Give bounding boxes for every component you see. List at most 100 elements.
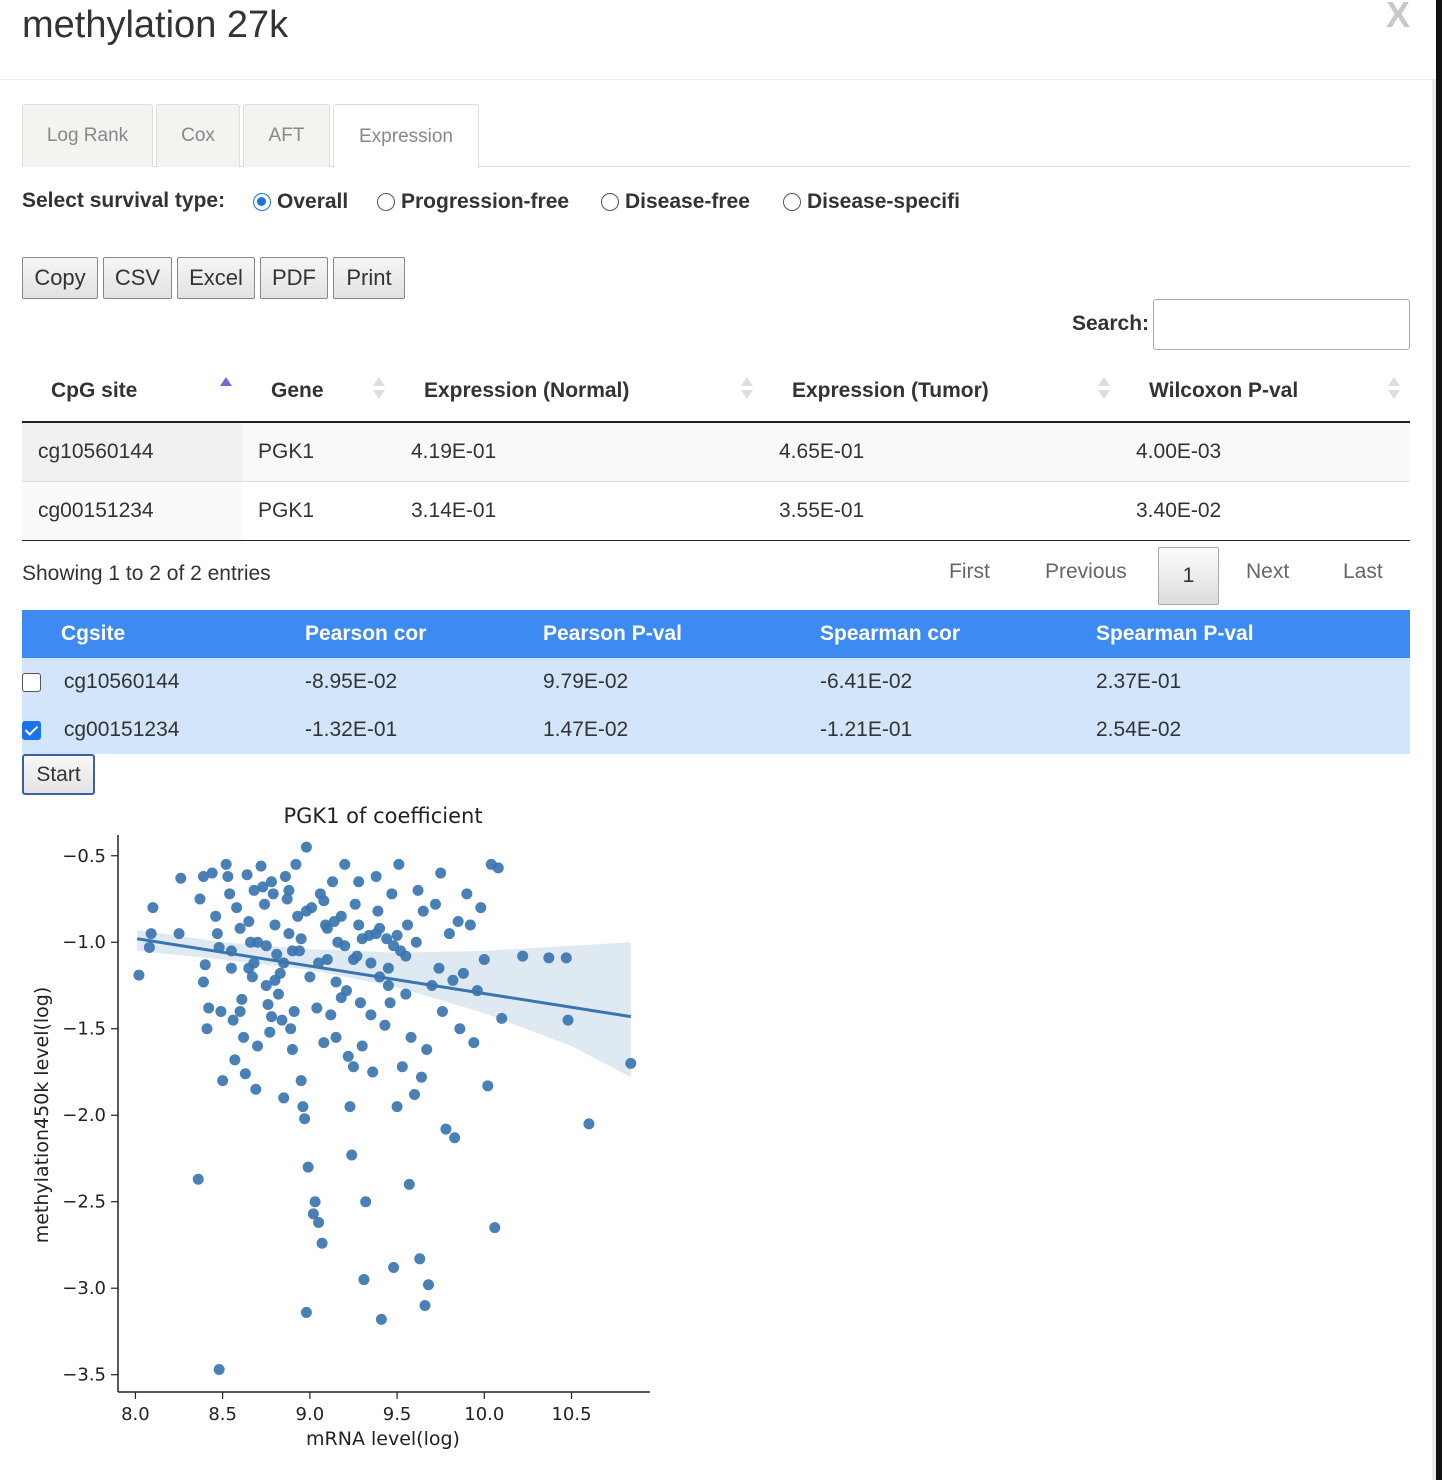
scatter-point	[388, 1261, 400, 1273]
scatter-point	[370, 928, 382, 940]
pdf-button[interactable]: PDF	[260, 257, 328, 299]
column-header-cpg-site[interactable]: CpG site	[22, 360, 242, 423]
scatter-point	[560, 952, 572, 964]
sort-icon	[741, 377, 753, 401]
scatter-point	[382, 979, 394, 991]
tab-expression[interactable]: Expression	[333, 104, 479, 168]
column-header-wilcoxon-pval[interactable]: Wilcoxon P-val	[1120, 360, 1410, 423]
radio-overall[interactable]: Overall	[253, 190, 348, 214]
y-tick-label: −3.0	[62, 1278, 106, 1299]
search-input[interactable]	[1153, 299, 1410, 350]
cell-spearman-cor: -1.21E-01	[820, 706, 1096, 754]
pagination-last[interactable]: Last	[1343, 560, 1383, 583]
scatter-point	[199, 959, 211, 971]
scatter-point	[236, 993, 248, 1005]
scatter-point	[344, 1101, 356, 1113]
column-header-expression-tumor[interactable]: Expression (Tumor)	[763, 360, 1120, 423]
scatter-point	[562, 1014, 574, 1026]
radio-selected-icon[interactable]	[253, 193, 271, 211]
scatter-point	[145, 928, 157, 940]
scatter-point	[259, 898, 271, 910]
radio-disease-free[interactable]: Disease-free	[601, 190, 750, 214]
sort-icon	[1388, 377, 1400, 401]
scatter-point	[173, 928, 185, 940]
scatter-point	[457, 967, 469, 979]
y-tick-label: −0.5	[62, 846, 106, 867]
pagination-previous[interactable]: Previous	[1045, 560, 1127, 583]
sort-icon	[1098, 377, 1110, 401]
radio-unselected-icon[interactable]	[377, 193, 395, 211]
y-tick-label: −1.5	[62, 1019, 106, 1040]
csv-button[interactable]: CSV	[103, 257, 172, 299]
cell-gene: PGK1	[242, 421, 395, 481]
scatter-point	[367, 1066, 379, 1078]
scatter-point	[468, 1037, 480, 1049]
radio-unselected-icon[interactable]	[601, 193, 619, 211]
tab-log-rank[interactable]: Log Rank	[22, 104, 153, 167]
start-button[interactable]: Start	[22, 754, 95, 795]
scatter-point	[358, 1274, 370, 1286]
column-header-gene[interactable]: Gene	[242, 360, 395, 423]
scatter-point	[272, 988, 284, 1000]
table-row: cg00151234 PGK1 3.14E-01 3.55E-01 3.40E-…	[22, 480, 1410, 541]
y-tick-label: −2.5	[62, 1192, 106, 1213]
cell-gene: PGK1	[242, 480, 395, 541]
radio-disease-specific[interactable]: Disease-specifi	[783, 190, 960, 214]
scatter-point	[133, 969, 145, 981]
pagination-next[interactable]: Next	[1246, 560, 1290, 583]
scatter-point	[229, 1054, 241, 1066]
cell-pearson-cor: -8.95E-02	[305, 658, 543, 706]
scatter-point	[370, 871, 382, 883]
scatter-point	[295, 1075, 307, 1087]
x-tick-label: 9.5	[383, 1404, 412, 1425]
print-button[interactable]: Print	[333, 257, 405, 299]
scatter-chart: PGK1 of coefficient 8.0 8.5 9.0 9.5 10.0 10.5…	[31, 804, 650, 1450]
radio-unselected-icon[interactable]	[783, 193, 801, 211]
copy-button[interactable]: Copy	[22, 257, 98, 299]
close-icon[interactable]: X	[1386, 0, 1411, 35]
scatter-point	[339, 940, 351, 952]
scatter-point	[276, 1014, 288, 1026]
cell-cgsite: cg00151234	[22, 706, 305, 754]
x-tick-label: 8.5	[208, 1404, 237, 1425]
column-header-expression-normal[interactable]: Expression (Normal)	[395, 360, 763, 423]
row-checkbox[interactable]	[22, 672, 41, 692]
table-row: cg00151234 -1.32E-01 1.47E-02 -1.21E-01 …	[22, 706, 1410, 754]
tab-aft[interactable]: AFT	[243, 104, 330, 167]
scatter-point	[447, 974, 459, 986]
radio-progression-free[interactable]: Progression-free	[377, 190, 569, 214]
window-edge	[1436, 0, 1442, 1480]
scatter-points-layer	[133, 841, 637, 1376]
x-axis-label: mRNA level(log)	[306, 1428, 460, 1450]
axes-layer: 8.0 8.5 9.0 9.5 10.0 10.5 −0.5 −1.0 −1.5 −2.0 −2.5…	[62, 835, 650, 1425]
scatter-point	[461, 888, 473, 900]
pagination-first[interactable]: First	[949, 560, 990, 583]
scatter-point	[342, 1050, 354, 1062]
row-checkbox-checked[interactable]	[22, 720, 41, 740]
scatter-point	[241, 869, 253, 881]
pagination-current-page[interactable]: 1	[1158, 547, 1219, 605]
scatter-point	[243, 915, 255, 927]
scatter-point	[405, 1031, 417, 1043]
scatter-point	[147, 902, 159, 914]
scatter-point	[297, 1101, 309, 1113]
scatter-point	[217, 1075, 229, 1087]
cell-wilcoxon-pval: 4.00E-03	[1120, 421, 1410, 481]
scatter-point	[354, 997, 366, 1009]
scatter-point	[300, 841, 312, 853]
column-header-pearson-cor: Pearson cor	[305, 610, 543, 658]
scatter-point	[414, 1253, 426, 1265]
scatter-point	[211, 928, 223, 940]
scatter-point	[402, 919, 414, 931]
scatter-point	[248, 884, 260, 896]
excel-button[interactable]: Excel	[177, 257, 255, 299]
tab-cox[interactable]: Cox	[156, 104, 240, 167]
scatter-point	[356, 933, 368, 945]
scatter-point	[409, 1088, 421, 1100]
y-tick-label: −3.5	[62, 1365, 106, 1386]
y-axis-label: methylation450k level(log)	[31, 987, 53, 1244]
cell-pearson-pval: 9.79E-02	[543, 658, 820, 706]
scrollbar-track[interactable]	[1432, 80, 1436, 1480]
scatter-point	[260, 979, 272, 991]
scatter-point	[269, 919, 281, 931]
